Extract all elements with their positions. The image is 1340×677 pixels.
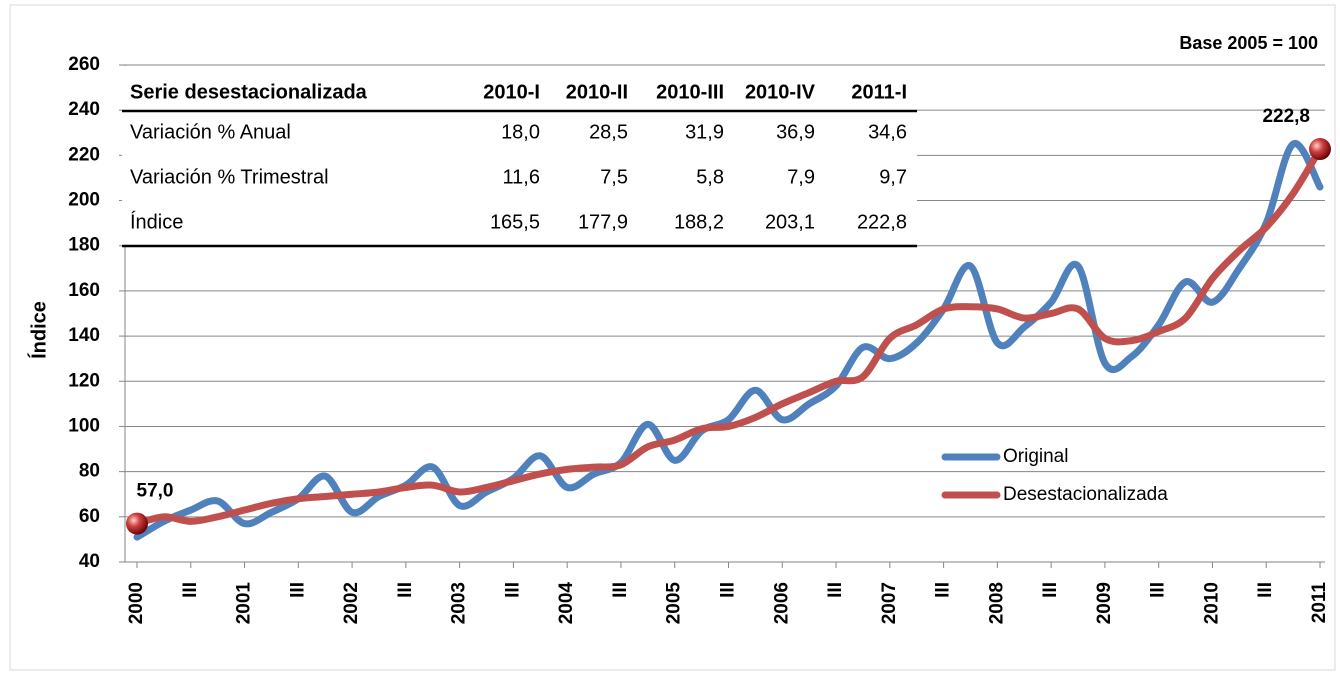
x-tick-label: III (287, 582, 308, 598)
x-tick-label: 2004 (556, 582, 577, 625)
data-label: 57,0 (137, 481, 174, 502)
table-header: Serie desestacionalizada (130, 81, 368, 103)
x-tick-label: 2003 (449, 582, 470, 624)
table-cell: 11,6 (503, 166, 540, 188)
y-tick-label: 240 (68, 99, 100, 120)
table-header: 2010-I (483, 81, 540, 103)
table-cell: 7,9 (787, 166, 815, 188)
table-cell: 177,9 (578, 211, 628, 233)
annotation: Base 2005 = 100 (1179, 33, 1318, 53)
x-tick-label: III (610, 582, 631, 598)
legend-label: Desestacionalizada (1003, 484, 1168, 505)
y-axis-label: Índice (27, 301, 50, 359)
table-cell: 165,5 (490, 211, 540, 233)
x-tick-label: 2008 (986, 582, 1007, 624)
y-tick-label: 80 (79, 461, 100, 482)
table-cell: 31,9 (685, 121, 724, 143)
series-line (133, 140, 1324, 541)
x-tick-label: 2002 (341, 582, 362, 624)
table-header: 2010-III (656, 81, 724, 103)
y-tick-label: 60 (79, 506, 100, 527)
table-cell: Índice (130, 210, 183, 233)
table-header: 2010-IV (745, 81, 816, 103)
table-background (122, 66, 917, 247)
y-tick-label: 180 (68, 235, 100, 256)
y-tick-label: 40 (79, 551, 100, 572)
table-cell: 9,7 (879, 166, 907, 188)
x-tick-label: 2009 (1094, 582, 1115, 624)
table-cell: 203,1 (765, 211, 815, 233)
x-tick-label: III (1148, 582, 1169, 598)
y-tick-label: 220 (68, 144, 100, 165)
y-tick-label: 260 (68, 54, 100, 75)
y-tick-label: 120 (68, 370, 100, 391)
end-marker (126, 512, 148, 535)
y-tick-label: 200 (68, 190, 100, 211)
table-cell: 18,0 (501, 121, 540, 143)
table-header: 2011-I (851, 81, 907, 103)
table-cell: 36,9 (776, 121, 815, 143)
x-tick-label: 2000 (126, 582, 147, 624)
x-tick-label: 2001 (234, 582, 255, 625)
y-tick-label: 100 (68, 415, 100, 436)
x-tick-label: III (502, 582, 523, 598)
table-cell: Variación % Anual (130, 121, 291, 143)
table-cell: Variación % Trimestral (130, 166, 329, 188)
x-tick-label: III (395, 582, 416, 598)
x-tick-label: III (1040, 582, 1061, 598)
data-label: 222,8 (1262, 106, 1310, 127)
table-cell: 7,5 (600, 166, 628, 188)
y-tick-label: 140 (68, 325, 100, 346)
x-tick-label: 2006 (771, 582, 792, 624)
table-header: 2010-II (566, 81, 628, 103)
table-cell: 188,2 (674, 211, 724, 233)
series-line (133, 145, 1324, 528)
x-tick-label: 2011 (1309, 582, 1330, 624)
x-tick-label: III (933, 582, 954, 598)
x-tick-label: 2007 (879, 582, 900, 624)
x-tick-label: 2010 (1201, 582, 1222, 624)
table-cell: 222,8 (857, 211, 907, 233)
y-tick-label: 160 (68, 280, 100, 301)
table-cell: 5,8 (696, 166, 724, 188)
x-tick-label: III (180, 582, 201, 598)
x-tick-label: 2005 (664, 582, 685, 625)
x-tick-label: III (1255, 582, 1276, 598)
table-cell: 34,6 (868, 121, 907, 143)
x-tick-label: III (718, 582, 739, 598)
table-cell: 28,5 (589, 121, 628, 143)
x-tick-label: III (825, 582, 846, 598)
legend-label: Original (1003, 446, 1068, 467)
end-marker (1309, 138, 1331, 161)
